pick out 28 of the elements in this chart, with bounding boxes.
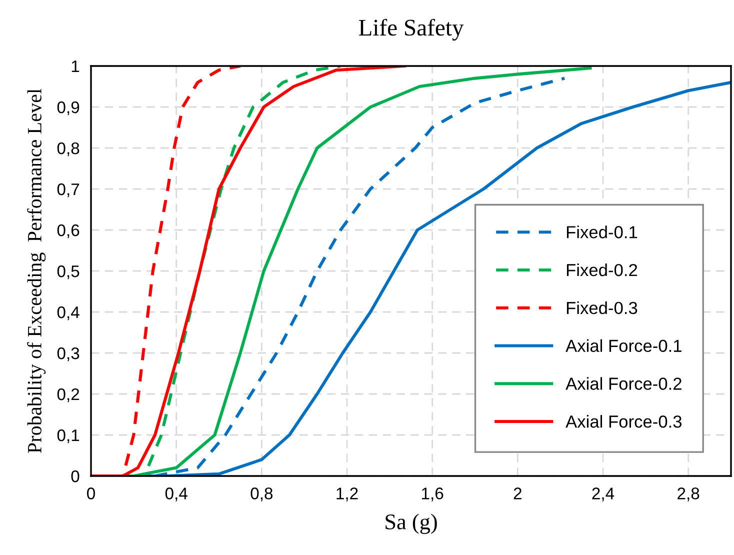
y-tick-label: 0,8: [57, 142, 80, 156]
y-axis-title: Probability of Exceeding Performance Level: [27, 88, 46, 454]
x-tick-label: 0,4: [165, 488, 188, 502]
x-tick-label: 1,6: [422, 488, 444, 502]
y-tick-label: 0,1: [57, 429, 80, 444]
x-tick-label: 2,8: [678, 488, 700, 502]
legend-label: Fixed-0.2: [566, 263, 638, 276]
x-tick-label: 1,2: [336, 488, 358, 502]
legend-label: Axial Force-0.3: [566, 415, 682, 428]
y-tick-label: 0,4: [57, 306, 80, 320]
y-tick-label: 1: [72, 60, 80, 72]
legend-label: Fixed-0.3: [566, 301, 638, 314]
y-tick-label: 0,3: [57, 347, 80, 362]
legend-label: Fixed-0.1: [566, 226, 638, 238]
legend-label: Axial Force-0.2: [566, 377, 682, 390]
x-tick-label: 2: [514, 488, 522, 500]
y-tick-label: 0,7: [57, 183, 80, 198]
y-tick-label: 0,6: [57, 224, 80, 238]
legend-label: Axial Force-0.1: [566, 339, 682, 352]
y-tick-label: 0,5: [57, 265, 80, 280]
x-axis-title: Sa (g): [386, 514, 437, 534]
y-tick-label: 0,9: [57, 101, 80, 116]
chart-title: Life Safety: [358, 18, 464, 41]
x-tick-label: 2,4: [592, 488, 614, 502]
x-tick-label: 0: [87, 488, 95, 500]
y-tick-label: 0: [71, 470, 80, 482]
y-tick-label: 0,2: [57, 388, 80, 402]
x-tick-label: 0,8: [250, 488, 273, 502]
